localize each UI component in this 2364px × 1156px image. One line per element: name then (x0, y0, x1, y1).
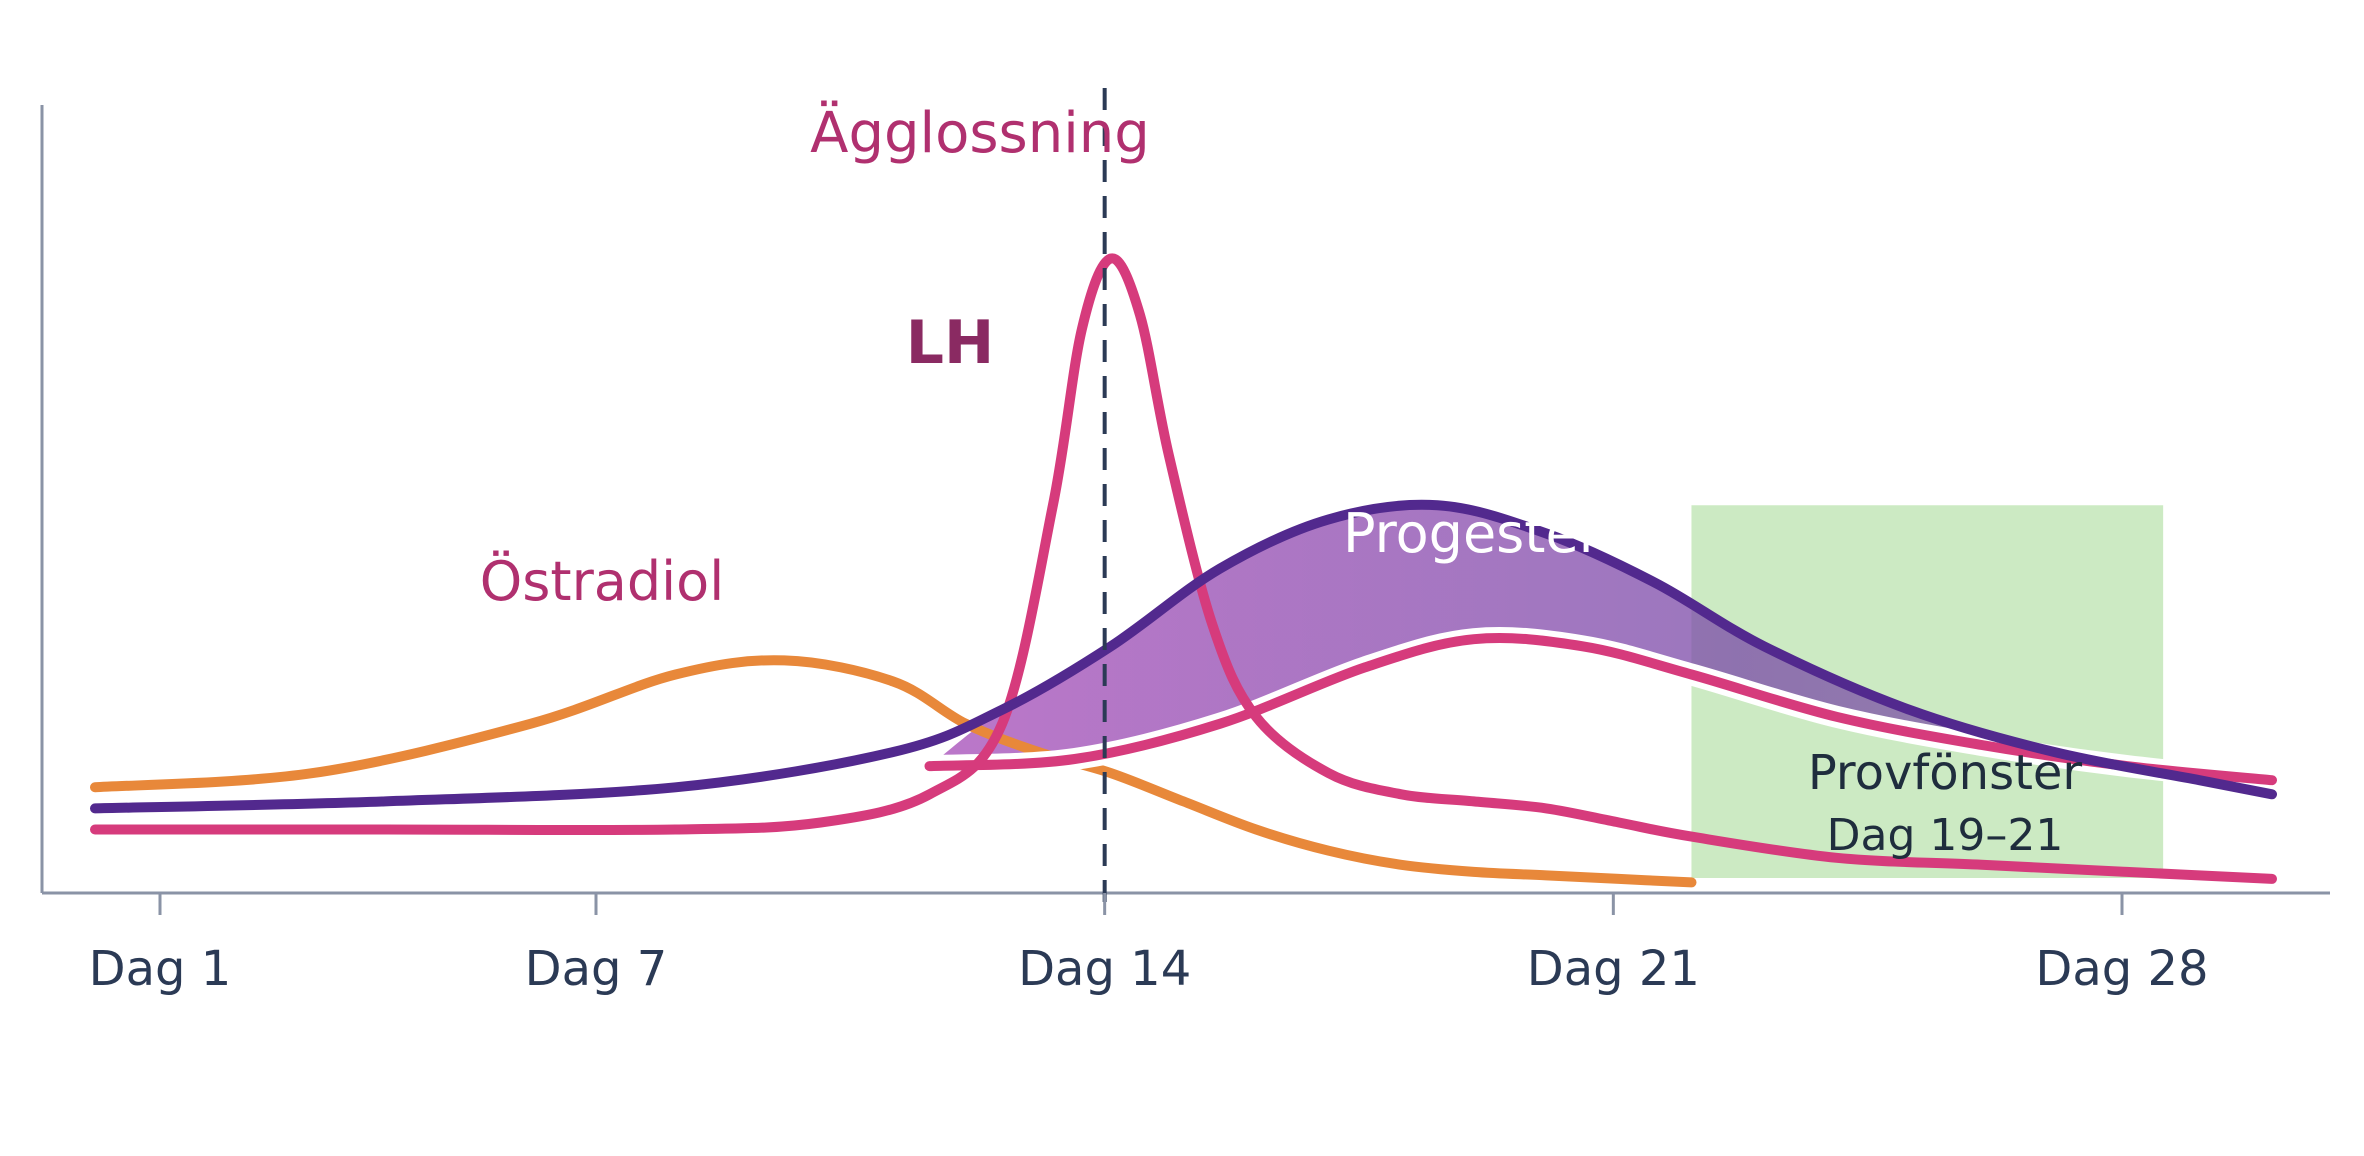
x-tick-label: Dag 7 (525, 941, 668, 997)
x-tick-label: Dag 21 (1527, 941, 1700, 997)
progesterone-line (90, 499, 2277, 814)
lh-secondary-line (924, 633, 2277, 786)
sample-window-days: Dag 19–21 (1827, 810, 2064, 861)
progesterone-label: Progesteron (1343, 502, 1667, 565)
x-tick-label: Dag 28 (2035, 941, 2208, 997)
sample-window-title: Provfönster (1808, 745, 2083, 801)
x-tick-label: Dag 14 (1018, 941, 1191, 997)
estradiol-line (90, 655, 1697, 888)
lh-line (90, 253, 2277, 884)
estradiol-label: Östradiol (480, 550, 724, 613)
ovulation-label: Ägglossning (810, 101, 1150, 166)
x-tick-label: Dag 1 (89, 941, 232, 997)
lh-label: LH (906, 308, 994, 378)
x-axis-ticks: Dag 1 Dag 7 Dag 14 Dag 21 Dag 28 (89, 893, 2209, 997)
